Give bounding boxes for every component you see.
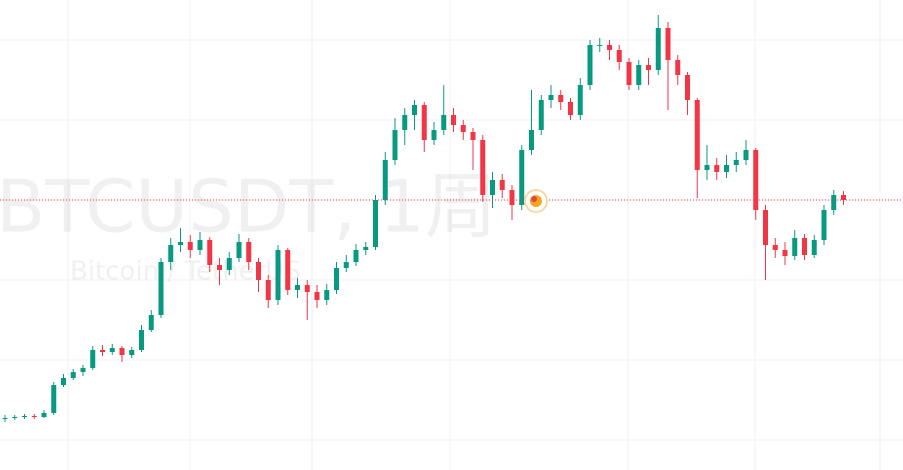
candle-body	[811, 240, 817, 255]
candle-body	[382, 160, 388, 200]
candle-body	[675, 60, 681, 75]
candle-body	[509, 190, 515, 205]
candle-body	[246, 242, 252, 262]
candle-body	[460, 125, 466, 132]
candle-body	[61, 378, 66, 385]
candle-body	[412, 105, 417, 115]
candle-body	[538, 100, 544, 130]
candle-body	[548, 95, 554, 100]
candle-body	[704, 165, 710, 170]
candle-body	[80, 368, 86, 372]
candle-body	[558, 95, 564, 102]
candle-body	[587, 45, 593, 85]
candle-body	[2, 418, 8, 419]
candle-body	[353, 250, 359, 262]
candle-body	[519, 150, 525, 205]
candle-body	[139, 330, 144, 350]
candle-body	[285, 250, 291, 290]
candle-body	[363, 247, 369, 250]
candle-body	[763, 210, 768, 245]
watermark-subtitle: Bitcoin / TetherUS	[70, 257, 301, 287]
candle-body	[655, 28, 661, 70]
candle-body	[831, 195, 837, 210]
candle-body	[772, 245, 778, 250]
candle-body	[265, 280, 271, 300]
candle-body	[841, 195, 846, 200]
candle-body	[529, 130, 534, 150]
candle-body	[441, 115, 447, 130]
candle-body	[577, 85, 583, 115]
candle-body	[295, 285, 300, 290]
candle-body	[646, 65, 651, 70]
candle-body	[490, 180, 495, 195]
candle-body	[343, 262, 349, 268]
candle-body	[334, 268, 339, 290]
candle-body	[304, 285, 310, 292]
watermark-title: BTCUSDT, 1周	[0, 165, 497, 249]
candle-body	[51, 385, 57, 413]
candle-body	[694, 100, 700, 170]
candle-body	[31, 416, 37, 417]
candle-body	[70, 372, 76, 378]
candle-body	[314, 292, 320, 300]
candle-body	[470, 132, 476, 140]
candle-body	[207, 240, 213, 265]
candle-body	[12, 417, 18, 418]
candle-body	[568, 102, 573, 115]
candle-body	[665, 28, 671, 60]
candle-body	[217, 265, 222, 270]
candle-body	[119, 348, 125, 355]
candles	[0, 15, 903, 422]
candle-body	[22, 416, 27, 417]
candle-body	[324, 290, 330, 300]
candle-body	[636, 65, 642, 85]
candle-body	[109, 348, 115, 352]
candle-body	[626, 62, 632, 85]
candle-body	[616, 50, 622, 62]
candle-body	[782, 250, 788, 256]
candle-body	[392, 130, 398, 160]
candle-body	[724, 165, 729, 172]
candle-body	[100, 350, 105, 352]
candle-body	[129, 350, 135, 355]
candle-body	[236, 242, 242, 258]
candle-body	[802, 238, 807, 255]
candle-body	[451, 115, 456, 125]
logo-bubble	[524, 189, 548, 213]
candle-body	[226, 258, 232, 270]
candle-body	[685, 75, 690, 100]
candle-body	[753, 150, 759, 210]
candle-body	[792, 238, 798, 256]
candle-body	[743, 150, 749, 160]
candle-body	[821, 210, 827, 240]
candle-body	[275, 250, 281, 300]
candle-body	[431, 130, 437, 140]
candle-body	[480, 140, 486, 195]
candle-body	[607, 45, 612, 50]
candle-body	[499, 180, 505, 190]
candle-body	[256, 262, 261, 280]
candle-body	[90, 350, 96, 368]
candle-body	[714, 165, 720, 172]
candle-body	[402, 115, 408, 130]
candle-body	[597, 45, 603, 46]
candle-body	[187, 242, 193, 250]
candle-body	[373, 200, 378, 247]
candle-body	[178, 242, 183, 245]
candle-body	[41, 413, 47, 417]
candle-body	[168, 245, 174, 262]
candle-body	[158, 262, 164, 315]
candle-body	[421, 105, 427, 140]
candle-body	[733, 160, 739, 165]
candle-body	[197, 240, 203, 250]
candle-body	[148, 315, 154, 330]
